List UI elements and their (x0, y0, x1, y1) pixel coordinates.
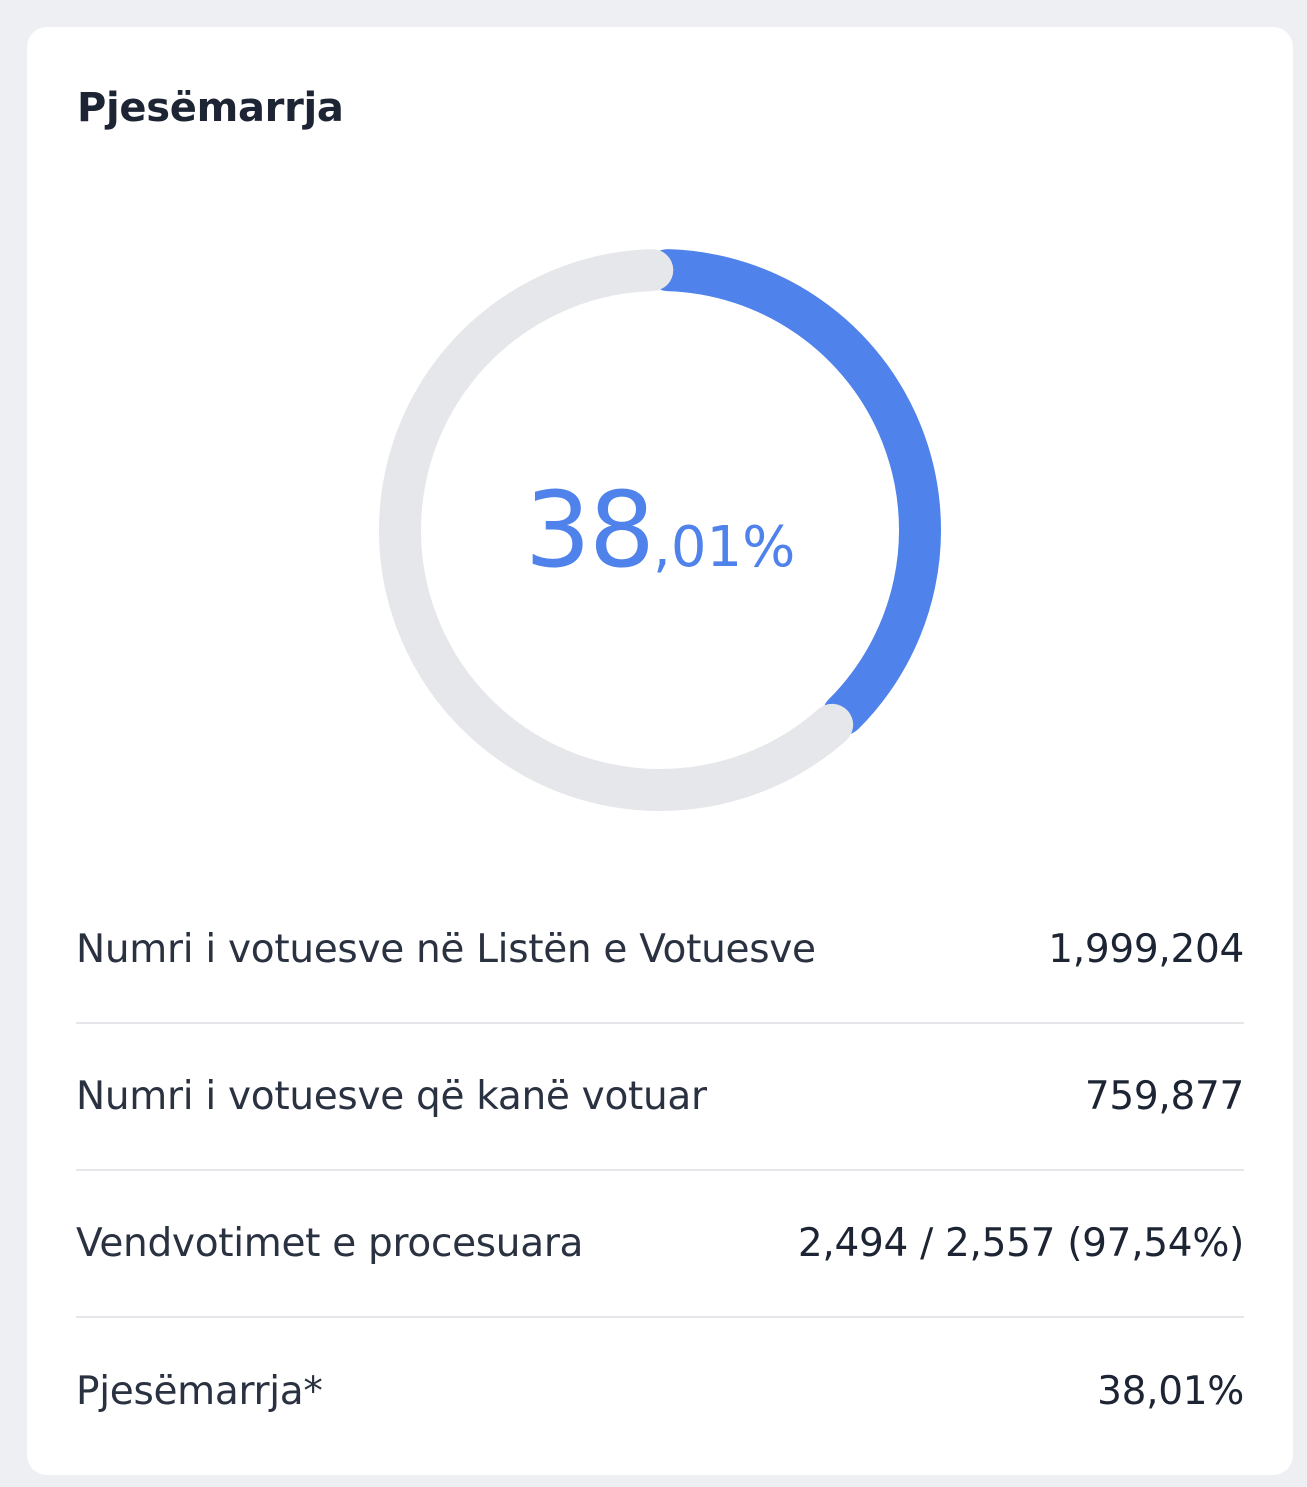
donut-center-decimal: ,01% (653, 514, 796, 580)
stat-label: Pjesëmarrja* (76, 1369, 323, 1414)
stat-row-turnout: Pjesëmarrja* 38,01% (76, 1318, 1244, 1465)
stat-label: Numri i votuesve që kanë votuar (76, 1074, 707, 1119)
donut-center-label: 38 ,01% (370, 240, 950, 820)
stat-value: 1,999,204 (1048, 927, 1244, 972)
stat-label: Numri i votuesve në Listën e Votuesve (76, 927, 816, 972)
stats-list: Numri i votuesve në Listën e Votuesve 1,… (76, 877, 1244, 1465)
stat-value: 2,494 / 2,557 (97,54%) (797, 1221, 1244, 1266)
stat-value: 759,877 (1084, 1074, 1244, 1119)
donut-slice-turnout (646, 249, 941, 736)
card-title: Pjesëmarrja (77, 85, 344, 131)
stat-row-voted: Numri i votuesve që kanë votuar 759,877 (76, 1024, 1244, 1171)
donut-slice-remaining (379, 249, 854, 811)
turnout-donut-chart: 38 ,01% (370, 240, 950, 820)
donut-svg (379, 249, 941, 811)
stat-row-processed-stations: Vendvotimet e procesuara 2,494 / 2,557 (… (76, 1171, 1244, 1318)
donut-center-value: 38 (524, 469, 655, 591)
stat-label: Vendvotimet e procesuara (76, 1221, 584, 1266)
stat-value: 38,01% (1097, 1369, 1244, 1414)
turnout-card: Pjesëmarrja 38 ,01% Numri i votuesve në … (27, 27, 1293, 1475)
stat-row-registered-voters: Numri i votuesve në Listën e Votuesve 1,… (76, 877, 1244, 1024)
